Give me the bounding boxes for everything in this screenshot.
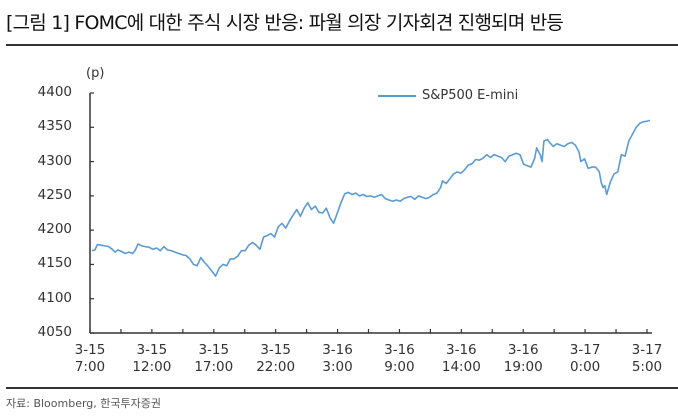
chart-title: [그림 1] FOMC에 대한 주식 시장 반응: 파월 의장 기자회견 진행되… [6, 12, 564, 34]
y-tick-label: 4250 [37, 186, 72, 203]
x-tick-label: 3-15 17:00 [194, 342, 234, 375]
x-tick-label: 3-15 22:00 [256, 342, 296, 375]
y-axis-unit: (p) [86, 66, 105, 81]
x-tick-label: 3-15 7:00 [74, 342, 106, 375]
bottom-divider [6, 387, 678, 389]
x-tick-label: 3-16 9:00 [384, 342, 415, 375]
legend-line-swatch [378, 94, 416, 97]
y-tick-label: 4150 [37, 255, 72, 272]
y-tick-label: 4400 [37, 84, 72, 100]
x-tick-label: 3-16 3:00 [322, 342, 353, 375]
x-tick-label: 3-17 5:00 [631, 342, 663, 375]
x-tick-label: 3-16 14:00 [441, 342, 481, 375]
y-tick-label: 4350 [37, 118, 72, 135]
legend: S&P500 E-mini [378, 88, 518, 103]
y-tick-label: 4100 [37, 289, 72, 306]
legend-label: S&P500 E-mini [422, 88, 519, 103]
x-tick-label: 3-16 19:00 [503, 342, 543, 375]
x-tick-label: 3-17 0:00 [569, 342, 601, 375]
title-divider [6, 44, 678, 46]
x-tick-label: 3-15 12:00 [132, 342, 172, 375]
sp500-emini-line [91, 119, 651, 277]
y-tick-label: 4300 [37, 152, 72, 169]
y-tick-label: 4050 [37, 324, 72, 340]
axes [89, 92, 652, 334]
source-note: 자료: Bloomberg, 한국투자증권 [6, 397, 161, 410]
y-tick-label: 4200 [37, 221, 72, 238]
